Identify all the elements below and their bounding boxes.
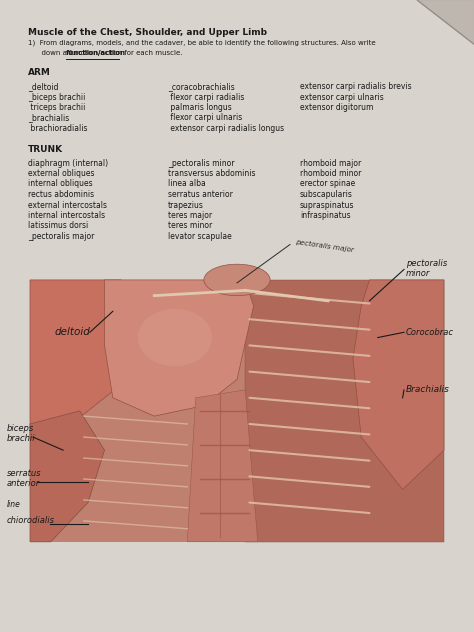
- Polygon shape: [187, 390, 258, 542]
- Text: transversus abdominis: transversus abdominis: [168, 169, 255, 178]
- Text: flexor carpi ulnaris: flexor carpi ulnaris: [168, 114, 242, 123]
- Text: palmaris longus: palmaris longus: [168, 103, 232, 112]
- Text: latissimus dorsi: latissimus dorsi: [28, 221, 88, 231]
- Text: supraspinatus: supraspinatus: [300, 200, 355, 209]
- Text: deltoid: deltoid: [55, 327, 91, 337]
- Text: infraspinatus: infraspinatus: [300, 211, 351, 220]
- Polygon shape: [245, 280, 444, 542]
- Ellipse shape: [204, 264, 270, 296]
- Text: _deltoid: _deltoid: [28, 82, 58, 91]
- Text: trapezius: trapezius: [168, 200, 204, 209]
- Text: brachioradialis: brachioradialis: [28, 124, 88, 133]
- Text: extensor carpi radialis longus: extensor carpi radialis longus: [168, 124, 284, 133]
- Text: _biceps brachii: _biceps brachii: [28, 92, 85, 102]
- Text: rhomboid major: rhomboid major: [300, 159, 361, 167]
- Text: _coracobrachialis: _coracobrachialis: [168, 82, 235, 91]
- Text: _pectoralis major: _pectoralis major: [28, 232, 94, 241]
- Text: chiorodialis: chiorodialis: [7, 516, 55, 525]
- Text: erector spinae: erector spinae: [300, 179, 355, 188]
- Bar: [0, 550, 474, 632]
- Text: external intercostals: external intercostals: [28, 200, 107, 209]
- Text: external obliques: external obliques: [28, 169, 94, 178]
- Text: rhomboid minor: rhomboid minor: [300, 169, 361, 178]
- Polygon shape: [30, 280, 146, 437]
- Polygon shape: [105, 280, 254, 416]
- Text: _brachialis: _brachialis: [28, 114, 69, 123]
- Text: diaphragm (internal): diaphragm (internal): [28, 159, 108, 167]
- Text: teres major: teres major: [168, 211, 212, 220]
- Text: internal obliques: internal obliques: [28, 179, 92, 188]
- Text: extensor digitorum: extensor digitorum: [300, 103, 374, 112]
- Polygon shape: [353, 280, 444, 489]
- Text: _pectoralis minor: _pectoralis minor: [168, 159, 235, 167]
- Text: biceps
brachii: biceps brachii: [7, 424, 36, 444]
- Text: pectoralis major: pectoralis major: [295, 238, 354, 253]
- Ellipse shape: [137, 308, 212, 367]
- Text: TRUNK: TRUNK: [28, 145, 63, 154]
- Text: serratus anterior: serratus anterior: [168, 190, 233, 199]
- Text: internal intercostals: internal intercostals: [28, 211, 105, 220]
- Text: line: line: [7, 500, 21, 509]
- Text: serratus
anterior: serratus anterior: [7, 468, 42, 488]
- Text: function/action: function/action: [66, 50, 126, 56]
- Bar: [30, 280, 444, 542]
- Text: linea alba: linea alba: [168, 179, 206, 188]
- Text: 1)  From diagrams, models, and the cadaver, be able to identify the following st: 1) From diagrams, models, and the cadave…: [28, 40, 375, 47]
- Text: pectoralis
minor: pectoralis minor: [406, 259, 447, 278]
- Polygon shape: [417, 0, 474, 44]
- Text: flexor carpi radialis: flexor carpi radialis: [168, 92, 245, 102]
- Text: extensor carpi ulnaris: extensor carpi ulnaris: [300, 92, 384, 102]
- Text: rectus abdominis: rectus abdominis: [28, 190, 94, 199]
- Text: subscapularis: subscapularis: [300, 190, 353, 199]
- Polygon shape: [30, 411, 105, 542]
- Text: down a function/action for each muscle.: down a function/action for each muscle.: [28, 50, 182, 56]
- Text: extensor carpi radialis brevis: extensor carpi radialis brevis: [300, 82, 411, 91]
- Text: ARM: ARM: [28, 68, 51, 77]
- Text: levator scapulae: levator scapulae: [168, 232, 232, 241]
- Bar: [30, 280, 444, 542]
- Text: triceps brachii: triceps brachii: [28, 103, 85, 112]
- Text: Muscle of the Chest, Shoulder, and Upper Limb: Muscle of the Chest, Shoulder, and Upper…: [28, 28, 267, 37]
- Text: teres minor: teres minor: [168, 221, 212, 231]
- Text: Brachialis: Brachialis: [406, 386, 450, 394]
- Text: Corocobrac: Corocobrac: [406, 328, 454, 337]
